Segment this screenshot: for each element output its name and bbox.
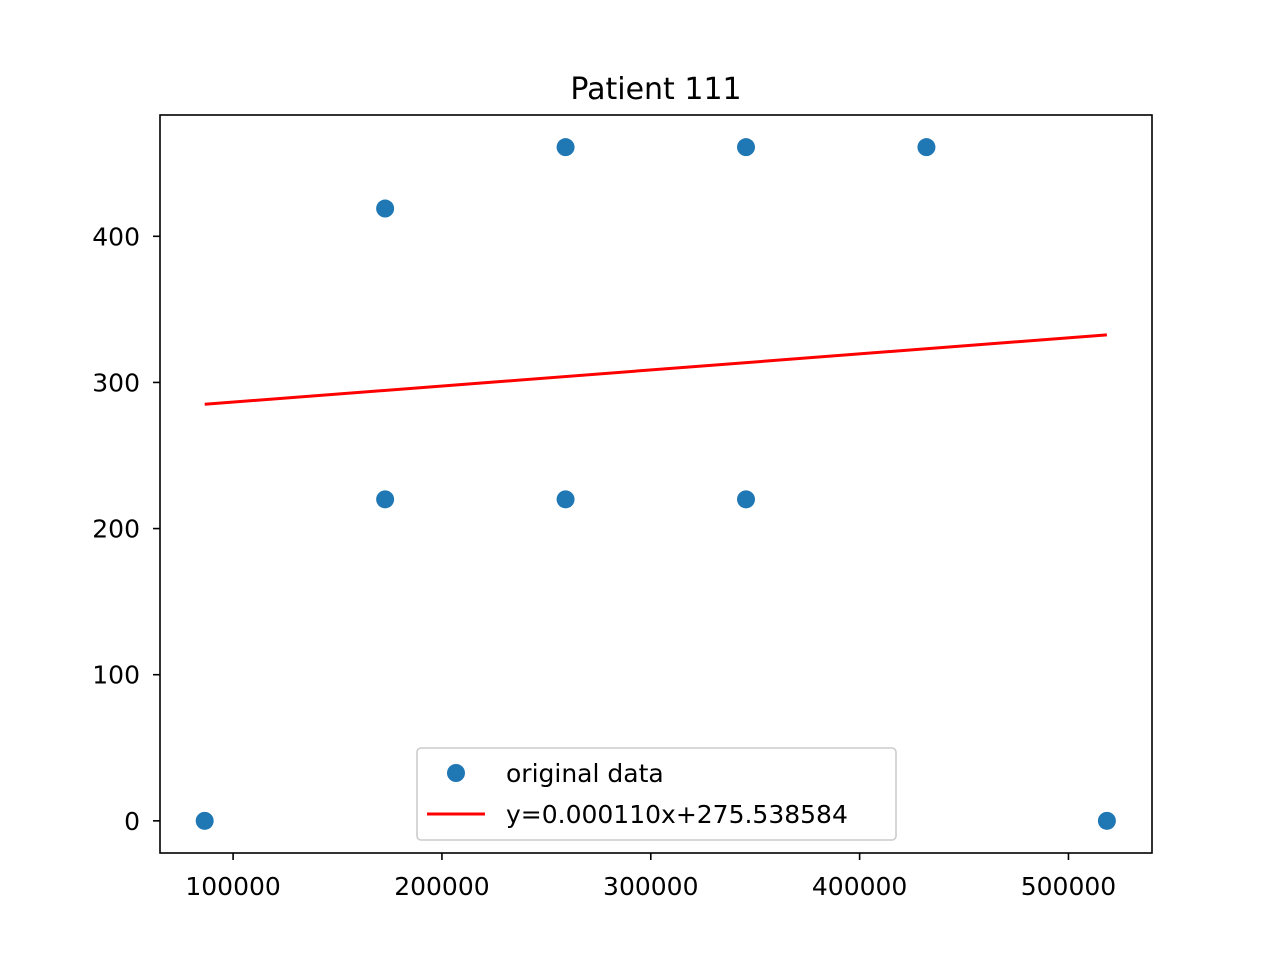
legend-label: original data	[506, 759, 664, 788]
legend-point-marker	[447, 764, 465, 782]
x-tick-label: 100000	[185, 872, 280, 901]
x-tick-label: 200000	[394, 872, 489, 901]
legend-box	[416, 747, 897, 841]
x-tick-label: 400000	[812, 872, 907, 901]
data-point	[195, 811, 214, 830]
y-tick-label: 0	[124, 807, 140, 836]
y-tick-label: 100	[92, 661, 140, 690]
axes-frame	[159, 114, 1153, 854]
y-tick-label: 400	[92, 222, 140, 251]
x-axis: 100000 200000 300000 400000 500000	[185, 853, 1116, 901]
data-point	[556, 490, 575, 509]
y-tick-label: 300	[92, 368, 140, 397]
data-point	[917, 138, 936, 157]
data-point	[737, 138, 756, 157]
legend-label: y=0.000110x+275.538584	[506, 800, 848, 829]
data-point	[376, 199, 395, 218]
x-tick-label: 300000	[603, 872, 698, 901]
data-point	[556, 138, 575, 157]
plot-area	[159, 114, 1153, 854]
data-point	[737, 490, 756, 509]
legend: original data y=0.000110x+275.538584	[416, 747, 897, 841]
chart-title: Patient 111	[570, 72, 741, 107]
y-axis: 0 100 200 300 400	[92, 222, 160, 836]
fit-line	[204, 333, 1108, 406]
x-tick-label: 500000	[1021, 872, 1116, 901]
data-point	[1097, 811, 1116, 830]
data-point	[376, 490, 395, 509]
y-tick-label: 200	[92, 515, 140, 544]
